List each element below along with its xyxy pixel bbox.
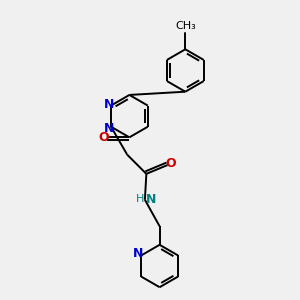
Text: H: H (135, 194, 144, 204)
Text: O: O (166, 157, 176, 170)
Text: N: N (103, 122, 114, 135)
Text: CH₃: CH₃ (175, 21, 196, 31)
Text: N: N (146, 193, 157, 206)
Text: N: N (103, 98, 114, 111)
Text: O: O (98, 131, 109, 144)
Text: N: N (133, 248, 143, 260)
